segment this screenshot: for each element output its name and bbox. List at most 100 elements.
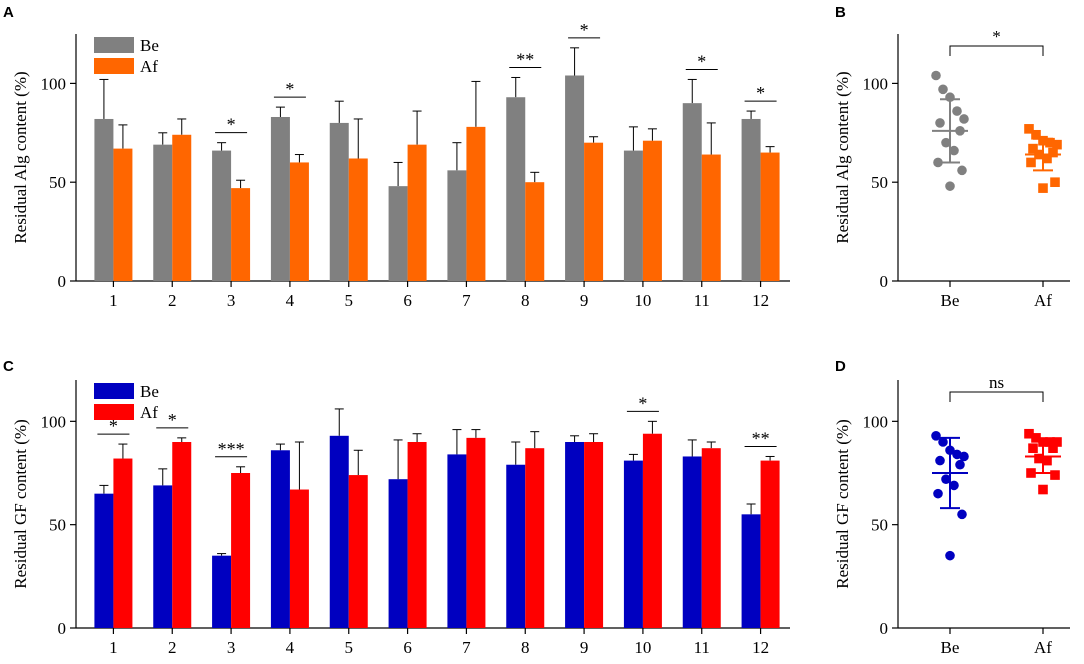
data-point-Af [1052,139,1062,150]
data-point-Be [935,118,945,128]
x-tick-label: 8 [521,638,530,657]
data-point-Af [1024,428,1034,439]
legend: Be Af [94,382,159,422]
bar-Af [466,437,486,628]
bar-Af [231,188,251,281]
bar-Af [172,442,192,628]
panel-letter: C [3,358,14,375]
data-point-Be [955,459,965,470]
x-tick-label: 2 [168,638,177,657]
data-point-Be [959,451,969,462]
x-tick-label: 6 [403,638,412,657]
data-point-Be [945,181,955,191]
data-point-Be [933,488,943,499]
x-tick-label: 5 [345,291,354,310]
bar-Be [388,186,408,281]
x-tick-label: Af [1034,291,1052,310]
legend-label-Af: Af [140,57,158,76]
data-point-Af [1026,468,1036,478]
bar-Be [447,170,467,281]
x-tick-label: 6 [403,291,412,310]
y-tick-label: 50 [49,516,66,535]
bar-Af [231,473,251,628]
data-point-Af [1038,484,1048,495]
legend: Be Af [94,36,159,76]
bar-Be [270,450,290,628]
bar-Af [113,148,133,281]
significance-label: * [109,416,118,436]
y-tick-label: 50 [49,173,66,192]
comparison-label: * [992,27,1001,46]
bar-Be [329,122,349,281]
y-tick-label: 50 [871,516,888,535]
legend-label-Be: Be [140,36,159,55]
x-tick-label: 2 [168,291,177,310]
significance-label: * [638,393,647,413]
y-axis-label: Residual Alg content (%) [833,71,852,243]
significance-label: ** [752,428,770,448]
significance-label: * [697,51,706,71]
comparison-label: ns [989,373,1004,392]
data-point-Be [933,157,943,168]
x-tick-label: 11 [694,291,710,310]
bar-Af [289,162,309,281]
x-tick-label: Be [941,638,960,657]
significance-label: * [168,410,177,430]
data-point-Be [959,114,969,124]
bar-Be [623,460,643,628]
bar-Be [506,97,526,282]
x-tick-label: 3 [227,291,236,310]
x-tick-label: Be [941,291,960,310]
significance-label: * [285,79,294,99]
bar-Be [153,144,173,281]
bar-Be [506,464,526,628]
bar-Af [289,489,309,628]
data-point-Be [938,437,948,447]
data-point-Be [941,137,951,148]
panel-letter: B [835,4,846,21]
x-tick-label: 1 [109,291,118,310]
bar-Be [270,116,290,281]
significance-label: *** [218,439,245,459]
data-point-Be [945,550,955,561]
bar-Be [565,75,585,281]
data-point-Af [1031,129,1041,140]
bar-Be [329,435,349,628]
data-point-Be [949,145,959,156]
bar-Be [682,456,702,628]
bar-Af [760,460,780,628]
significance-label: * [580,20,589,40]
bar-Af [760,152,780,281]
panel-D: 0 50 100 Residual GF content (%) D Be Af ns [833,358,1070,657]
bar-Be [212,150,232,281]
legend-swatch-Be [94,37,134,53]
data-point-Be [949,480,959,491]
bar-Be [623,150,643,281]
bar-Be [682,103,702,281]
data-point-Be [957,509,967,520]
legend-swatch-Be [94,383,134,399]
significance-label: * [756,83,765,103]
comparison-bracket [949,391,1044,402]
bar-Af [172,134,192,281]
x-tick-label: 12 [752,638,769,657]
y-tick-label: 0 [880,272,889,291]
data-point-Af [1052,437,1062,447]
panel-letter: A [3,4,14,21]
bar-Be [741,514,761,628]
data-point-Af [1045,137,1055,148]
panel-letter: D [835,358,846,375]
panel-B: 0 50 100 Residual Alg content (%) B Be Af * [833,4,1070,310]
x-tick-label: 5 [345,638,354,657]
data-point-Af [1048,443,1058,453]
bar-Be [565,442,585,628]
y-tick-label: 100 [41,74,67,93]
data-point-Af [1028,143,1038,154]
y-tick-label: 0 [880,619,889,638]
y-tick-label: 100 [863,412,889,431]
data-point-Af [1038,183,1048,193]
y-tick-label: 0 [58,272,67,291]
y-axis-label: Residual GF content (%) [833,419,852,589]
